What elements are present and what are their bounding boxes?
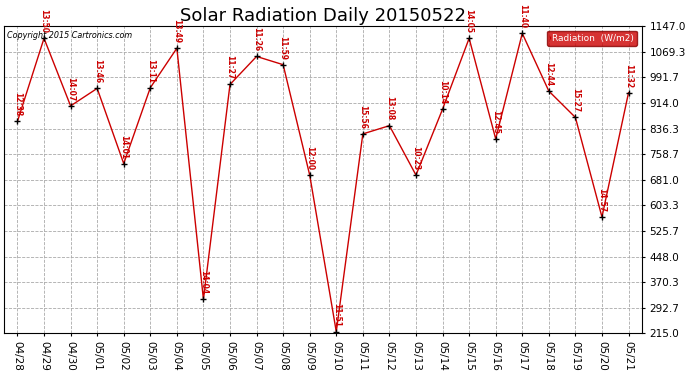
Text: 11:59: 11:59 xyxy=(279,36,288,60)
Text: 14:04: 14:04 xyxy=(199,270,208,294)
Text: 13:49: 13:49 xyxy=(172,19,181,43)
Text: Copyright 2015 Cartronics.com: Copyright 2015 Cartronics.com xyxy=(8,31,132,40)
Text: 13:50: 13:50 xyxy=(39,9,48,33)
Text: 12:38: 12:38 xyxy=(13,92,22,116)
Text: 13:46: 13:46 xyxy=(92,59,101,84)
Text: 10:14: 10:14 xyxy=(438,80,447,104)
Text: 14:01: 14:01 xyxy=(119,135,128,159)
Title: Solar Radiation Daily 20150522: Solar Radiation Daily 20150522 xyxy=(180,7,466,25)
Text: 15:56: 15:56 xyxy=(358,105,367,129)
Text: 12:00: 12:00 xyxy=(305,146,314,170)
Text: 11:32: 11:32 xyxy=(624,64,633,88)
Text: 11:51: 11:51 xyxy=(332,303,341,327)
Text: 14:07: 14:07 xyxy=(66,77,75,101)
Text: 12:45: 12:45 xyxy=(491,110,500,134)
Text: 13:08: 13:08 xyxy=(385,96,394,121)
Text: 12:44: 12:44 xyxy=(544,62,553,86)
Text: 13:11: 13:11 xyxy=(146,59,155,83)
Text: 11:26: 11:26 xyxy=(252,27,261,51)
Text: 11:40: 11:40 xyxy=(518,4,526,28)
Text: 15:27: 15:27 xyxy=(571,88,580,112)
Legend: Radiation  (W/m2): Radiation (W/m2) xyxy=(547,31,638,46)
Text: 11:27: 11:27 xyxy=(226,55,235,80)
Text: 14:05: 14:05 xyxy=(464,9,473,33)
Text: 10:23: 10:23 xyxy=(411,146,420,170)
Text: 14:57: 14:57 xyxy=(598,188,607,212)
